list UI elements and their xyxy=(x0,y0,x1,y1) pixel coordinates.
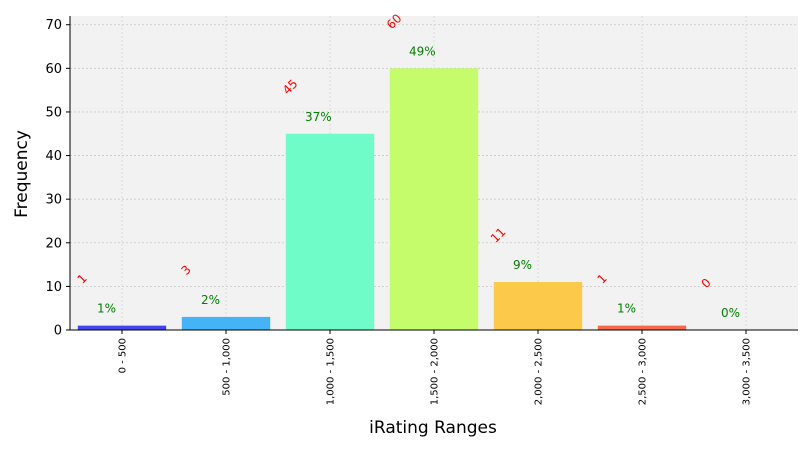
x-tick-label: 500 - 1,000 xyxy=(222,338,233,396)
x-tick-label: 1,500 - 2,000 xyxy=(430,338,441,405)
x-tick-label: 2,500 - 3,000 xyxy=(638,338,649,405)
percent-label: 49% xyxy=(409,44,436,58)
bar xyxy=(77,325,167,330)
y-axis-title: Frequency xyxy=(12,130,32,218)
y-tick-label: 60 xyxy=(45,62,62,77)
percent-label: 1% xyxy=(97,302,116,316)
percent-label: 37% xyxy=(305,110,332,124)
bar xyxy=(493,282,583,330)
bar xyxy=(597,325,687,330)
percent-label: 9% xyxy=(513,258,532,272)
y-tick-label: 40 xyxy=(45,149,62,164)
x-axis-title: iRating Ranges xyxy=(369,418,497,438)
bar xyxy=(181,316,271,330)
percent-label: 1% xyxy=(617,302,636,316)
y-tick-label: 20 xyxy=(45,236,62,251)
bar xyxy=(389,68,479,330)
x-tick-label: 1,000 - 1,500 xyxy=(326,338,337,405)
y-tick-label: 30 xyxy=(45,193,62,208)
y-tick-label: 50 xyxy=(45,105,62,120)
percent-label: 0% xyxy=(721,306,740,320)
y-tick-label: 0 xyxy=(54,324,62,339)
bar xyxy=(285,133,375,330)
x-tick-label: 2,000 - 2,500 xyxy=(534,338,545,405)
x-tick-label: 0 - 500 xyxy=(118,338,129,373)
percent-label: 2% xyxy=(201,293,220,307)
bars-group xyxy=(77,68,687,330)
y-tick-label: 70 xyxy=(45,18,62,33)
x-tick-label: 3,000 - 3,500 xyxy=(742,338,753,405)
y-tick-label: 10 xyxy=(45,280,62,295)
axes-group: 0 10 20 30 40 50 60 70 0 - 500 500 - 1,000 1,000 -… xyxy=(45,16,798,405)
